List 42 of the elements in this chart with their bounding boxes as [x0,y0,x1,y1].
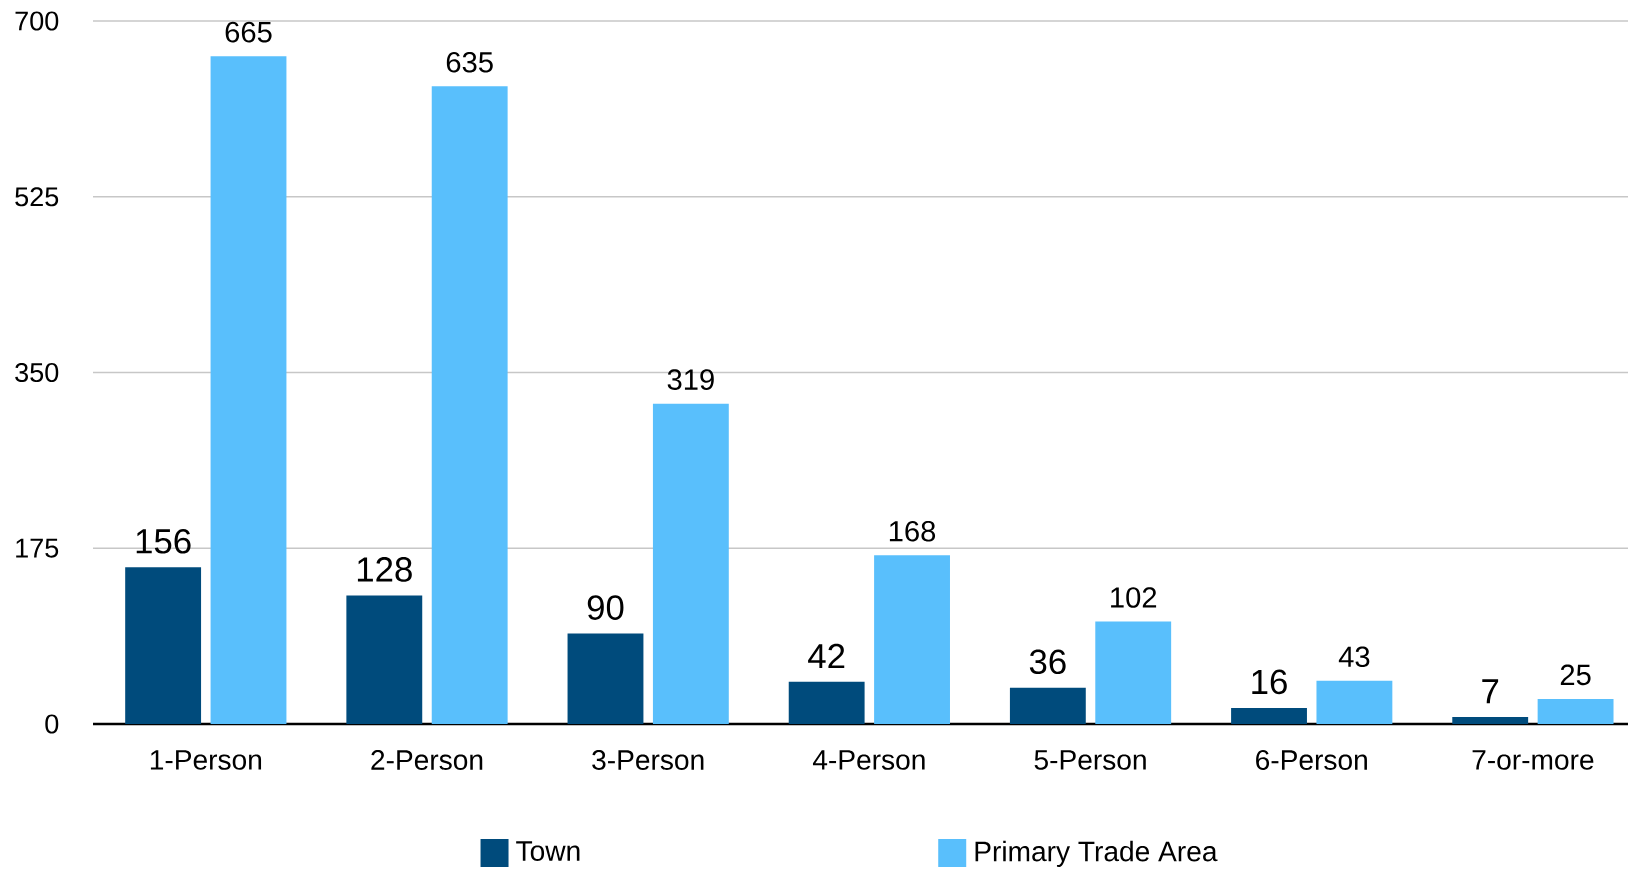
y-tick-label: 350 [15,362,59,383]
x-tick-label: 1-Person [150,750,262,770]
data-label: 90 [587,595,624,620]
data-label: 128 [357,557,412,582]
y-tick-label: 175 [16,538,59,558]
bar [1452,716,1529,724]
bar [567,633,644,724]
bar [1537,698,1614,724]
bar [1231,707,1307,724]
y-tick-label: 700 [15,11,59,31]
data-label: 36 [1029,649,1066,675]
x-tick-label: 2-Person [371,750,483,770]
data-label: 7 [1482,679,1499,704]
data-label: 665 [225,21,272,43]
bar [1009,687,1086,724]
bar [210,56,287,724]
y-tick-label: 525 [15,187,59,207]
legend-label: Town [516,841,580,861]
data-label: 319 [667,369,714,390]
bar [431,86,508,724]
data-label: 635 [446,51,493,73]
bar [874,555,950,724]
data-label: 168 [889,520,936,542]
bar [1095,621,1172,724]
legend-label: Primary Trade Area [975,840,1218,867]
data-label: 43 [1338,646,1370,668]
data-label: 42 [808,643,845,669]
data-label: 25 [1560,664,1591,686]
bar [346,595,423,724]
bar [652,403,729,724]
data-label: 16 [1252,669,1287,695]
bar [125,567,202,724]
bar [1316,680,1393,724]
bar [788,681,865,724]
data-label: 102 [1111,587,1157,608]
x-tick-label: 4-Person [812,750,925,770]
x-tick-label: 7-or-more [1472,750,1594,770]
x-tick-label: 3-Person [592,750,704,770]
y-tick-label: 0 [45,714,59,734]
x-tick-label: 5-Person [1034,750,1146,770]
x-tick-label: 6-Person [1256,750,1367,770]
data-label: 156 [136,528,191,554]
